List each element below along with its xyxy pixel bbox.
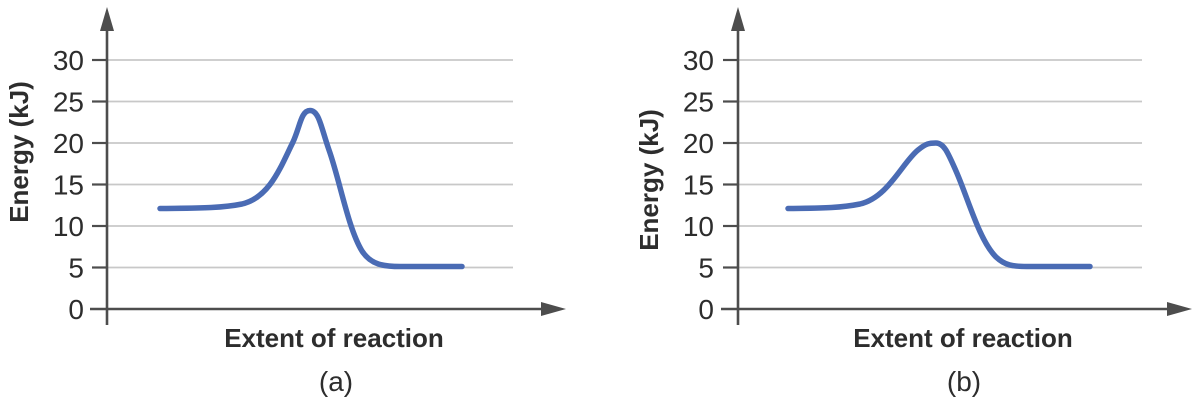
y-tick-label: 30 xyxy=(683,45,714,76)
y-tick-label: 25 xyxy=(683,87,714,118)
y-tick-label: 10 xyxy=(53,211,84,242)
chart-b: 30 25 20 15 10 5 0 Energy (kJ) Extent of… xyxy=(634,7,1192,397)
y-axis-arrow-icon xyxy=(731,7,745,31)
x-axis-arrow-icon xyxy=(541,302,566,316)
y-tick-label: 5 xyxy=(68,253,84,284)
x-axis-arrow-icon xyxy=(1167,302,1192,316)
panel-caption-a: (a) xyxy=(319,366,353,397)
y-axis-arrow-icon xyxy=(100,7,114,31)
y-tick-label: 30 xyxy=(53,45,84,76)
y-tick-label: 0 xyxy=(698,294,714,325)
panel-a: 30 25 20 15 10 5 0 Energy (kJ) Extent of… xyxy=(0,0,600,400)
y-tick-label: 0 xyxy=(68,294,84,325)
panel-caption-b: (b) xyxy=(947,366,981,397)
y-tick-label: 20 xyxy=(53,128,84,159)
chart-a: 30 25 20 15 10 5 0 Energy (kJ) Extent of… xyxy=(4,7,566,397)
x-axis-label: Extent of reaction xyxy=(853,323,1073,353)
y-tick-label: 15 xyxy=(683,170,714,201)
energy-curve-b xyxy=(785,140,1093,270)
energy-curve-a xyxy=(157,107,465,270)
y-tick-label: 15 xyxy=(53,170,84,201)
y-axis-label: Energy (kJ) xyxy=(634,109,664,251)
panel-b: 30 25 20 15 10 5 0 Energy (kJ) Extent of… xyxy=(600,0,1200,400)
y-axis-label: Energy (kJ) xyxy=(4,81,34,223)
x-axis-label: Extent of reaction xyxy=(224,323,444,353)
y-tick-label: 25 xyxy=(53,87,84,118)
y-tick-label: 5 xyxy=(698,253,714,284)
y-tick-label: 20 xyxy=(683,128,714,159)
y-tick-label: 10 xyxy=(683,211,714,242)
